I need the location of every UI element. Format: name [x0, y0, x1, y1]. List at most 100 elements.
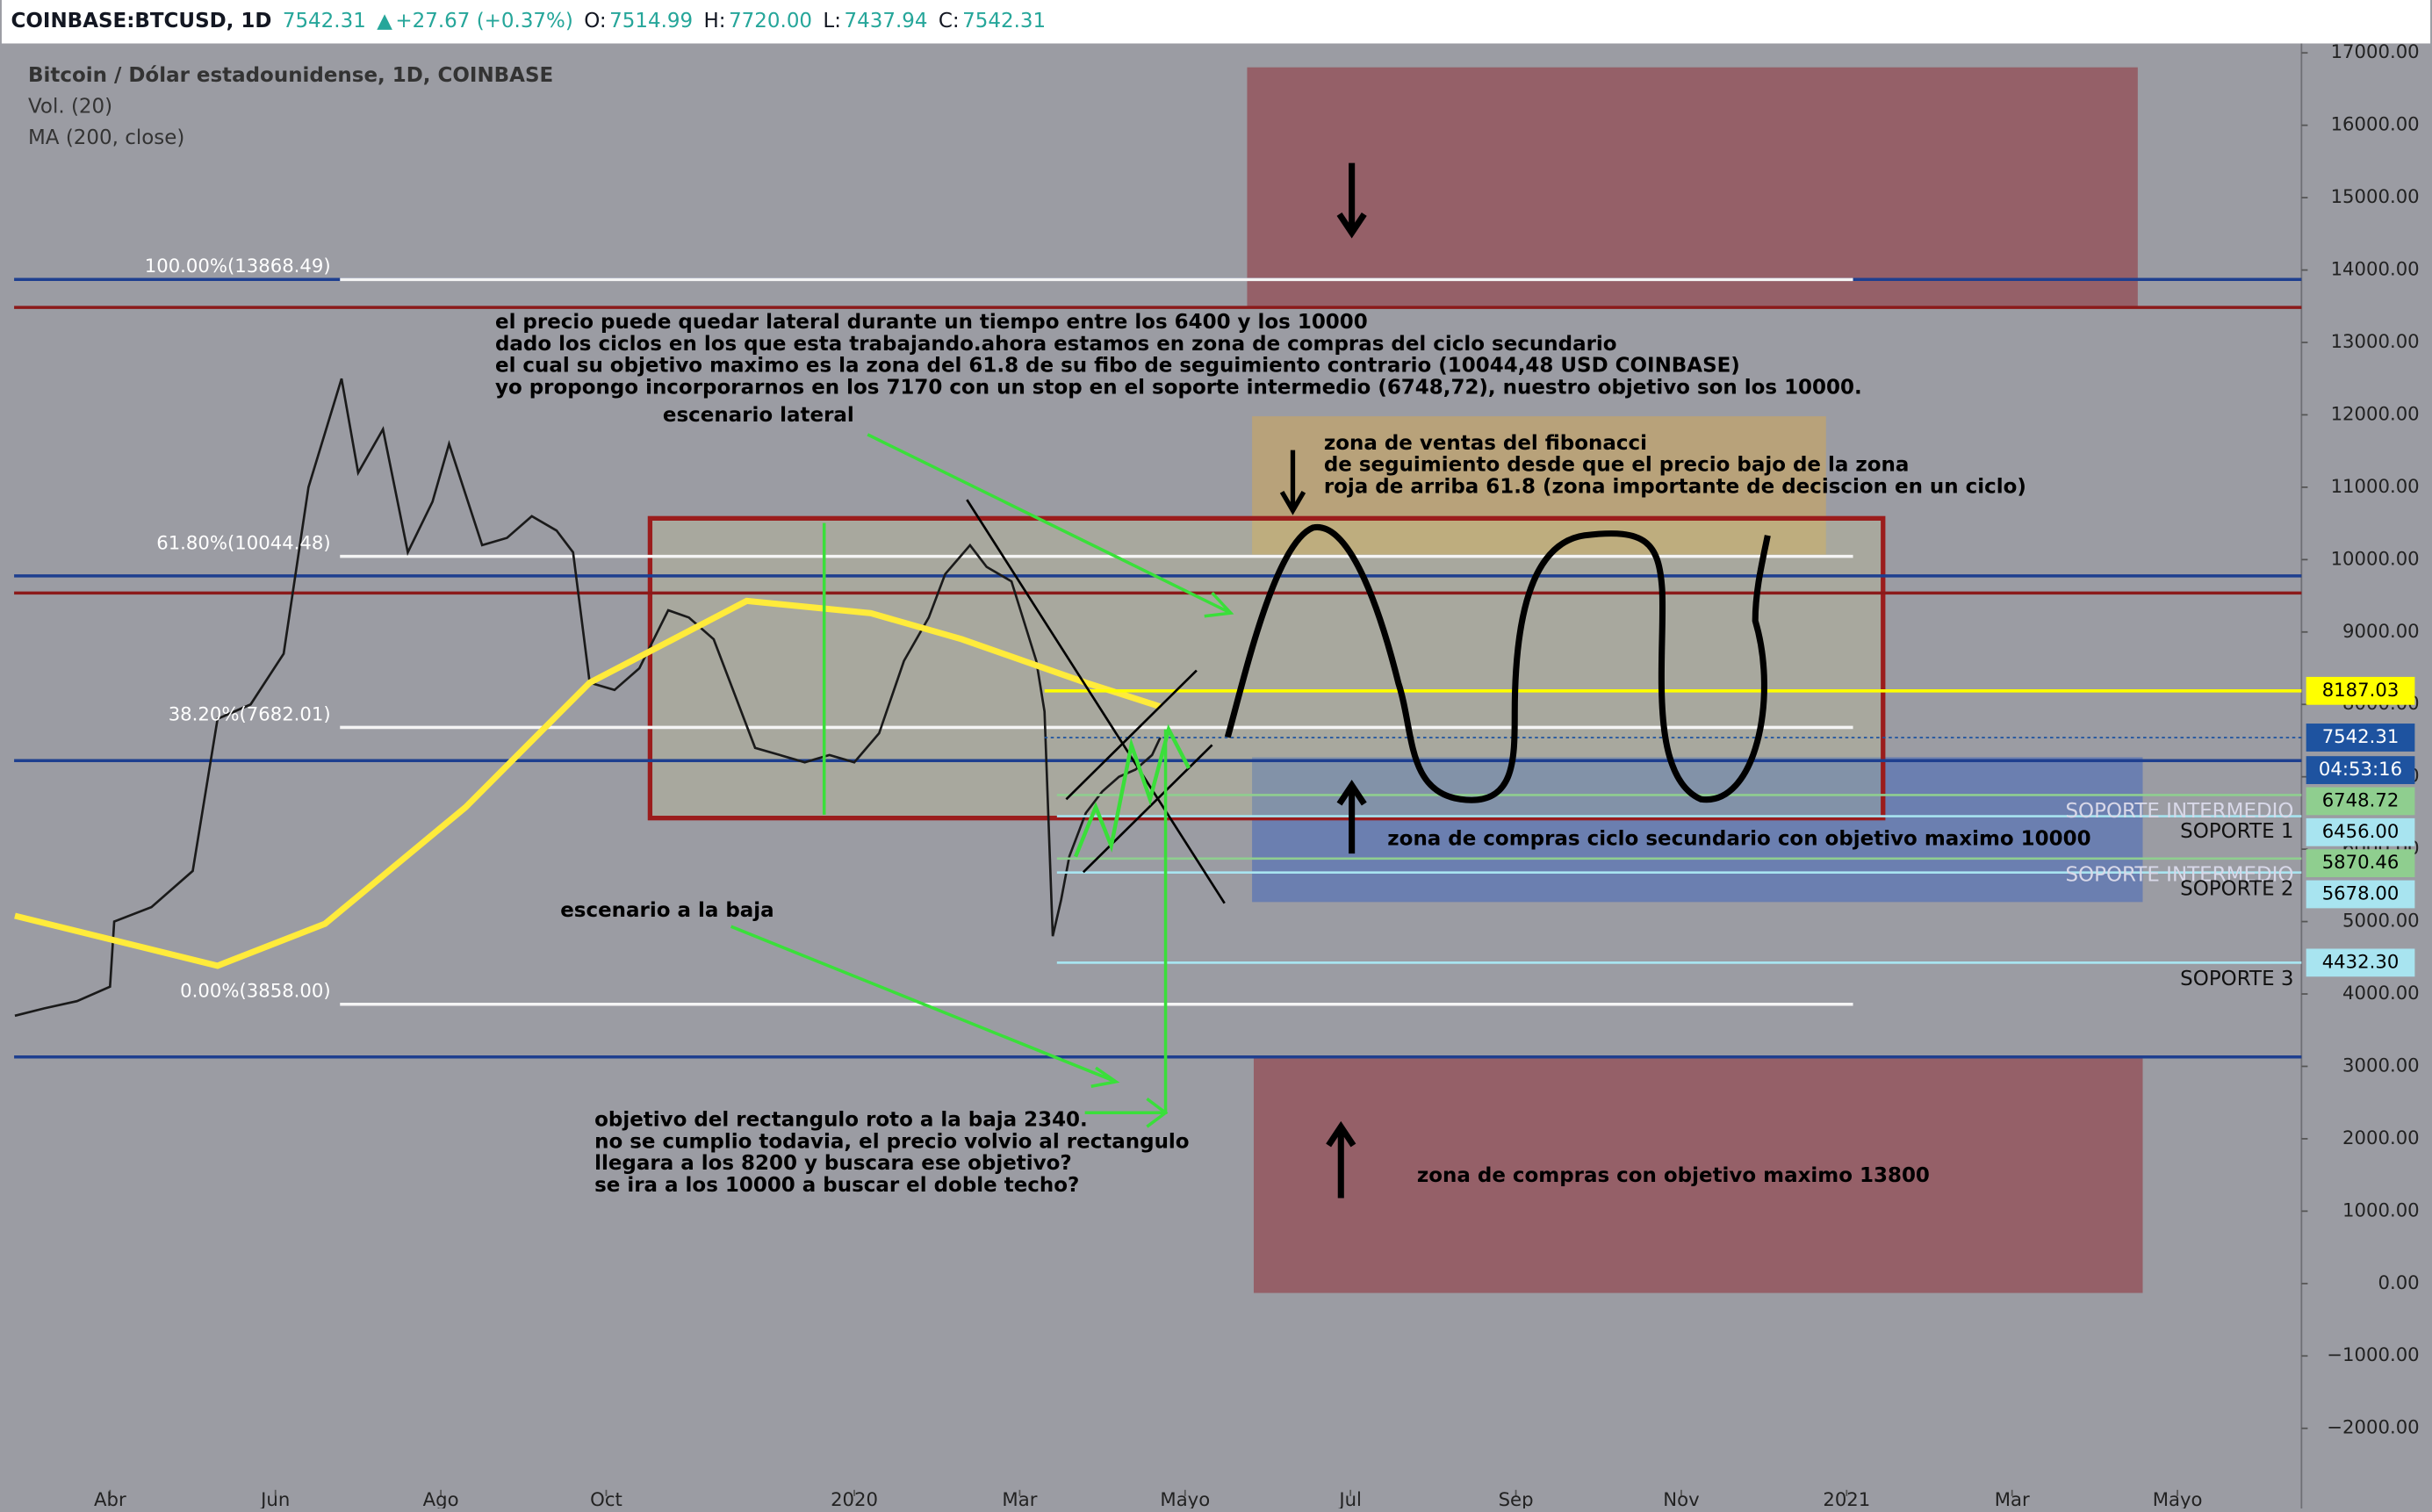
price-badge — [2306, 724, 2415, 752]
price-badge — [2306, 817, 2415, 846]
fib-label: 61.80%(10044.48) — [156, 532, 330, 554]
x-tick-label: Mar — [1002, 1488, 1037, 1508]
x-tick-label: Abr — [94, 1488, 126, 1508]
price-badge-label: 6748.72 — [2322, 788, 2400, 810]
zone — [1252, 416, 1826, 555]
header-item: L: — [823, 10, 841, 32]
fib-label: 100.00%(13868.49) — [145, 255, 331, 277]
header-item: H: — [704, 10, 726, 32]
green-arrow — [730, 925, 1120, 1088]
x-tick-label: 2020 — [831, 1488, 878, 1508]
price-badge — [2306, 787, 2415, 816]
annotation: escenario a la baja — [560, 899, 773, 922]
annotation: el cual su objetivo maximo es la zona de… — [495, 355, 1740, 378]
price-badge-label: 6456.00 — [2322, 820, 2400, 842]
range-box — [647, 515, 1886, 821]
y-tick-label: 16000.00 — [2331, 113, 2420, 135]
annotation: yo propongo incorporarnos en los 7170 co… — [495, 376, 1862, 399]
price-badge — [2306, 880, 2415, 909]
hand-drawings — [730, 162, 1771, 1199]
legend-item: Vol. (20) — [28, 95, 112, 118]
x-tick-label: Jul — [1337, 1488, 1362, 1508]
y-tick-label: 17000.00 — [2331, 40, 2420, 62]
fib-label: 38.20%(7682.01) — [169, 702, 331, 724]
x-tick-label: 2021 — [1823, 1488, 1870, 1508]
y-tick-label: 3000.00 — [2342, 1054, 2420, 1076]
countdown: 04:53:16 — [2319, 758, 2402, 780]
x-tick-label: Jun — [259, 1488, 290, 1508]
price-badge-label: 4432.30 — [2322, 950, 2400, 972]
support-label: SOPORTE 1 — [2180, 820, 2293, 843]
legend-item: MA (200, close) — [28, 126, 184, 149]
zone — [1253, 1056, 2143, 1293]
annotation: zona de compras con objetivo maximo 1380… — [1417, 1164, 1930, 1187]
y-tick-label: −1000.00 — [2327, 1343, 2419, 1365]
price-badge-label: 8187.03 — [2322, 679, 2400, 701]
y-tick-label: 14000.00 — [2331, 258, 2420, 280]
price-badge-label: 7542.31 — [2322, 725, 2400, 747]
price-badge — [2306, 849, 2415, 878]
y-tick-label: 4000.00 — [2342, 982, 2420, 1004]
y-tick-label: 10000.00 — [2331, 547, 2420, 569]
arrow-down — [1336, 162, 1367, 239]
green-arrow — [867, 433, 1234, 618]
annotation: dado los ciclos en los que esta trabajan… — [495, 333, 1617, 356]
y-tick-label: 15000.00 — [2331, 185, 2420, 207]
price-badge — [2306, 676, 2415, 705]
header-item: O: — [584, 10, 606, 32]
header-item: C: — [939, 10, 960, 32]
header-item: +27.67 (+0.37%) — [395, 10, 572, 32]
annotation: de seguimiento desde que el precio bajo … — [1324, 454, 1910, 477]
header-item: 7514.99 — [609, 10, 693, 32]
fib-label: 0.00%(3858.00) — [180, 980, 330, 1002]
x-tick-label: Mayo — [2153, 1488, 2203, 1508]
annotation: se ira a los 10000 a buscar el doble tec… — [594, 1174, 1079, 1197]
arrow-up — [1326, 1120, 1356, 1199]
support-label: SOPORTE 3 — [2180, 968, 2293, 990]
y-tick-label: −2000.00 — [2327, 1416, 2419, 1438]
header-bar — [1, 0, 2431, 44]
header-item: 7720.00 — [729, 10, 812, 32]
annotation: zona de compras ciclo secundario con obj… — [1387, 828, 2090, 851]
price-badge-label: 5870.46 — [2322, 851, 2400, 873]
support-label: SOPORTE INTERMEDIO — [2065, 800, 2293, 823]
annotation: no se cumplio todavia, el precio volvio … — [594, 1130, 1189, 1153]
y-tick-label: 5000.00 — [2342, 910, 2420, 932]
trend-line — [966, 499, 1226, 904]
header-item: 7542.31 — [962, 10, 1046, 32]
y-tick-label: 0.00 — [2378, 1271, 2420, 1293]
y-tick-label: 9000.00 — [2342, 620, 2420, 642]
header-item: ▲ — [377, 10, 392, 32]
green-zigzag — [1073, 724, 1191, 858]
hand-curve — [1224, 524, 1771, 803]
x-tick-label: Sep — [1499, 1488, 1534, 1508]
zone — [1247, 67, 2138, 308]
annotation: roja de arriba 61.8 (zona importante de … — [1324, 475, 2026, 498]
trend-line — [1082, 744, 1213, 874]
ma-line — [14, 597, 1162, 969]
support-label: SOPORTE 2 — [2180, 877, 2293, 900]
price-badge — [2306, 948, 2415, 977]
annotation: llegara a los 8200 y buscara ese objetiv… — [594, 1152, 1072, 1175]
y-tick-label: 11000.00 — [2331, 475, 2420, 497]
x-tick-label: Ago — [423, 1488, 459, 1508]
header-item: 7542.31 — [283, 10, 366, 32]
x-tick-label: Mar — [1995, 1488, 2030, 1508]
green-arrow — [1084, 729, 1169, 1128]
arrow-down — [1279, 450, 1306, 515]
countdown-badge — [2306, 756, 2415, 784]
header-item: 7437.94 — [845, 10, 928, 32]
x-tick-label: Mayo — [1160, 1488, 1210, 1508]
y-tick-label: 2000.00 — [2342, 1127, 2420, 1148]
price-badge-label: 5678.00 — [2322, 882, 2400, 904]
y-tick-label: 13000.00 — [2331, 330, 2420, 352]
y-tick-label: 12000.00 — [2331, 402, 2420, 424]
annotation: zona de ventas del fibonacci — [1324, 432, 1647, 455]
legend-title: Bitcoin / Dólar estadounidense, 1D, COIN… — [28, 64, 553, 87]
zone — [1252, 757, 2143, 903]
support-label: SOPORTE INTERMEDIO — [2065, 863, 2293, 886]
y-tick-label: 1000.00 — [2342, 1199, 2420, 1220]
trend-line — [1065, 669, 1198, 801]
x-tick-label: Nov — [1663, 1488, 1699, 1508]
annotation: objetivo del rectangulo roto a la baja 2… — [594, 1109, 1088, 1132]
